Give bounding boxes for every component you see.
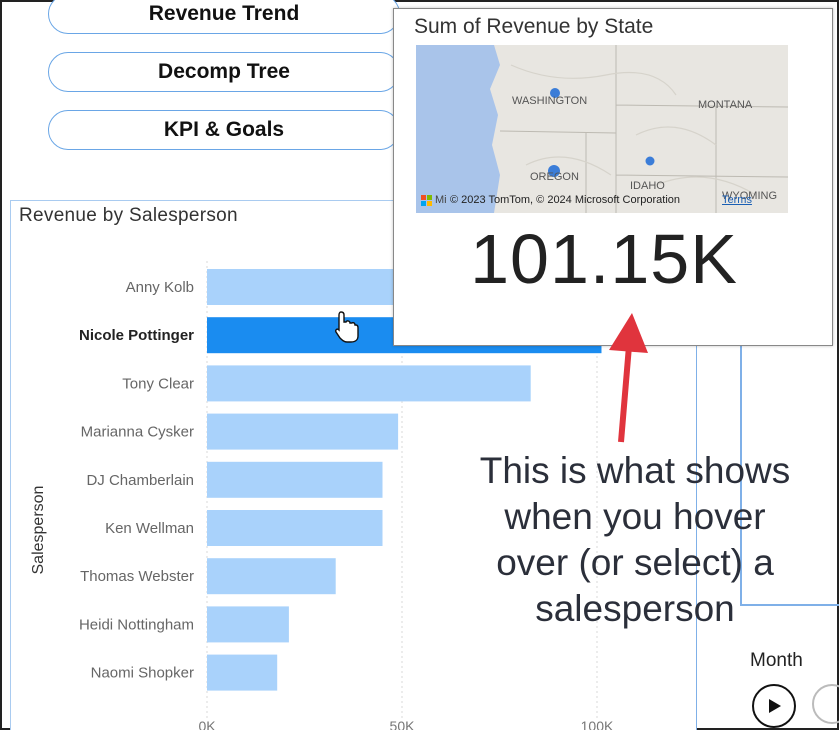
- revenue-trend-button[interactable]: Revenue Trend: [48, 0, 400, 34]
- bar-naomi-shopker[interactable]: [207, 654, 278, 691]
- microsoft-logo: [421, 195, 432, 206]
- visual-border: [740, 340, 742, 605]
- x-tick-label: 50K: [390, 718, 416, 730]
- decomp-tree-button[interactable]: Decomp Tree: [48, 52, 400, 92]
- pause-button[interactable]: [812, 684, 839, 724]
- x-tick-label: 0K: [198, 718, 216, 730]
- state-map: WASHINGTON MONTANA OREGON IDAHO WYOMING …: [416, 45, 788, 213]
- map-terms-link[interactable]: Terms: [722, 194, 752, 206]
- bar-thomas-webster[interactable]: [207, 558, 336, 595]
- chart-title: Revenue by Salesperson: [19, 205, 238, 226]
- bar-heidi-nottingham[interactable]: [207, 606, 289, 643]
- category-label[interactable]: DJ Chamberlain: [86, 472, 194, 489]
- map-attribution: © 2023 TomTom, © 2024 Microsoft Corporat…: [450, 194, 681, 206]
- map-label-wyoming: WYOMING: [722, 190, 777, 202]
- category-label[interactable]: Anny Kolb: [126, 279, 194, 296]
- category-label[interactable]: Nicole Pottinger: [79, 327, 194, 344]
- kpi-goals-button[interactable]: KPI & Goals: [48, 110, 400, 150]
- x-tick-label: 100K: [581, 718, 614, 730]
- month-label: Month: [750, 650, 803, 671]
- bar-dj-chamberlain[interactable]: [207, 461, 383, 498]
- bar-marianna-cysker[interactable]: [207, 413, 399, 450]
- category-label[interactable]: Heidi Nottingham: [79, 616, 194, 633]
- revenue-value: 101.15K: [470, 220, 738, 298]
- annotation-text: This is what shows when you hover over (…: [479, 450, 791, 629]
- map-label-oregon: OREGON: [530, 171, 579, 183]
- category-label[interactable]: Marianna Cysker: [81, 424, 194, 441]
- category-label[interactable]: Ken Wellman: [105, 520, 194, 537]
- play-button[interactable]: [752, 684, 796, 728]
- map-label-idaho: IDAHO: [630, 180, 665, 192]
- map-tooltip: Sum of Revenue by State WASHINGTON MONTA…: [393, 8, 833, 346]
- map-brand: Mi: [435, 194, 447, 206]
- category-label[interactable]: Thomas Webster: [80, 568, 194, 585]
- play-icon: [769, 699, 781, 713]
- visual-border: [740, 604, 839, 606]
- map-label-montana: MONTANA: [698, 99, 753, 111]
- map-label-washington: WASHINGTON: [512, 95, 588, 107]
- bar-tony-clear[interactable]: [207, 365, 531, 402]
- category-label[interactable]: Tony Clear: [122, 375, 194, 392]
- bar-ken-wellman[interactable]: [207, 510, 383, 546]
- category-label[interactable]: Naomi Shopker: [91, 665, 194, 682]
- tooltip-title: Sum of Revenue by State: [414, 15, 654, 38]
